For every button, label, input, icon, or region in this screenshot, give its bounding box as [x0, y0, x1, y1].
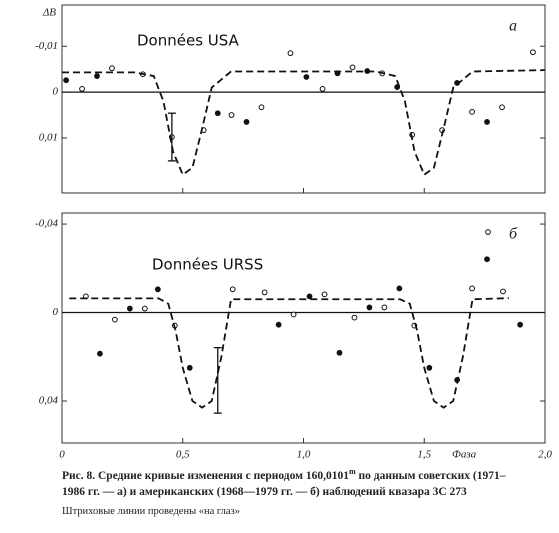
y-tick-label: 0,04 — [39, 395, 59, 407]
data-point — [319, 86, 326, 92]
x-tick-label: 0 — [59, 449, 65, 461]
data-point — [63, 77, 70, 84]
data-point — [109, 65, 115, 72]
data-point — [469, 108, 475, 115]
x-tick-label: 1,0 — [297, 449, 311, 461]
y-tick-label: 0 — [53, 306, 59, 318]
caption-note: Штриховые линии проведены «на глаз» — [62, 506, 240, 517]
y-tick-label: -0,01 — [35, 40, 58, 52]
x-tick-label: 1,5 — [417, 449, 431, 461]
caption-line: 1986 гг. — а) и американских (1968—1979 … — [62, 486, 467, 498]
caption-line: Рис. 8. Средние кривые изменения с перио… — [62, 467, 506, 482]
data-point — [336, 349, 343, 356]
caption-part: по данным советских (1971– — [356, 470, 506, 482]
data-point — [349, 64, 356, 71]
data-point — [261, 289, 268, 296]
annotation: Données URSS — [152, 256, 263, 274]
data-point — [186, 364, 193, 371]
panel-label: б — [509, 226, 518, 243]
data-point — [141, 305, 148, 312]
data-point — [229, 286, 236, 293]
caption-superscript: m — [349, 467, 356, 476]
data-point — [214, 110, 221, 117]
data-point — [126, 305, 133, 312]
y-axis-label: ΔB — [42, 7, 56, 19]
data-point — [111, 316, 118, 323]
data-point — [530, 49, 536, 56]
data-point — [484, 256, 490, 263]
data-point — [396, 285, 403, 292]
data-point — [426, 364, 433, 371]
data-point — [154, 286, 161, 293]
data-point — [500, 288, 506, 295]
plot-frame — [61, 4, 546, 194]
data-point — [484, 119, 490, 125]
y-tick-label: -0,04 — [35, 218, 58, 230]
annotation: Données USA — [137, 32, 240, 50]
x-tick-label: 2,0 — [538, 449, 552, 461]
data-point — [287, 50, 294, 57]
y-tick-label: 0,01 — [39, 132, 58, 144]
data-point — [275, 321, 282, 328]
x-tick-label: 0,5 — [176, 449, 190, 461]
fit-curve — [69, 297, 509, 409]
data-point — [381, 304, 388, 311]
x-axis-label: Фаза — [452, 449, 477, 461]
data-point — [306, 293, 313, 300]
data-point — [97, 350, 103, 357]
data-point — [228, 112, 235, 118]
data-point — [469, 285, 475, 292]
data-point — [94, 73, 100, 79]
data-point — [485, 229, 491, 235]
data-point — [366, 304, 373, 311]
caption-part: Рис. 8. Средние кривые изменения с перио… — [62, 470, 349, 482]
data-point — [321, 291, 328, 298]
fit-curve — [62, 69, 546, 177]
data-point — [290, 311, 297, 318]
data-point — [79, 86, 85, 92]
y-tick-label: 0 — [53, 86, 59, 98]
panel-label: a — [509, 18, 517, 35]
data-point — [517, 321, 524, 328]
data-point — [499, 104, 505, 111]
plot-frame — [61, 212, 546, 444]
data-point — [258, 104, 265, 111]
data-point — [351, 314, 358, 321]
data-point — [243, 119, 250, 125]
data-point — [303, 74, 310, 80]
